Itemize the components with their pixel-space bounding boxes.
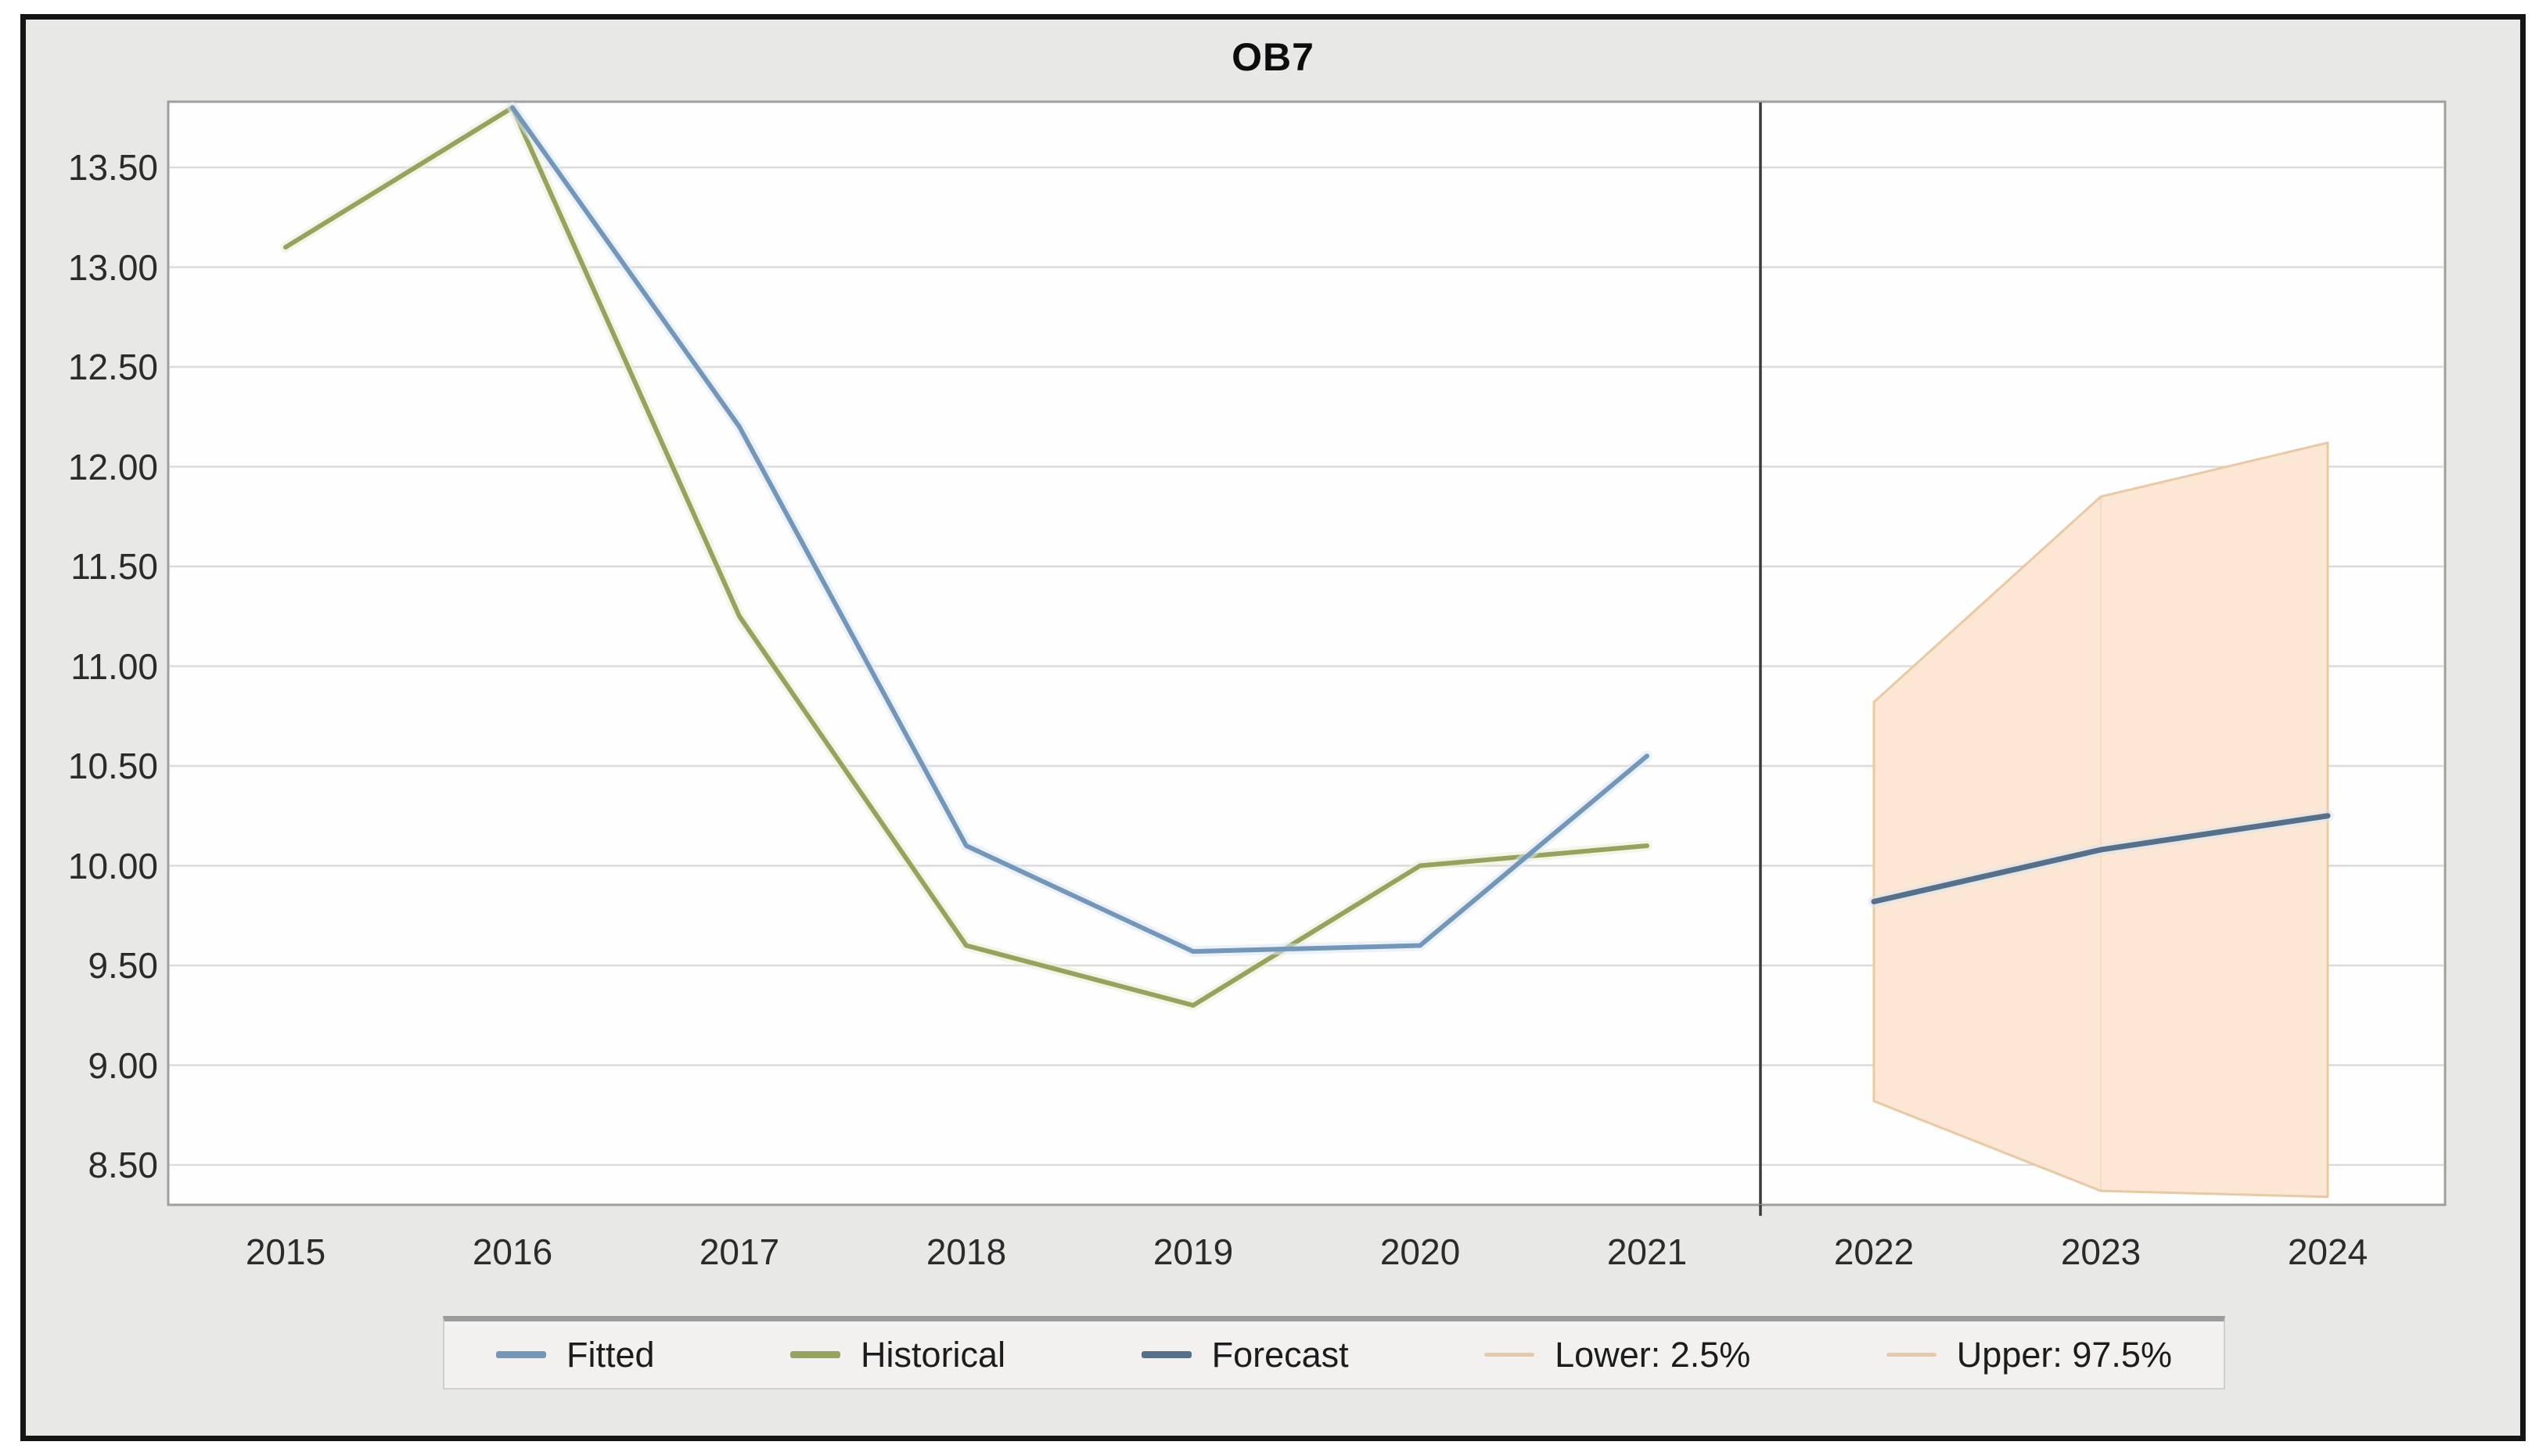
legend-label: Lower: 2.5%: [1555, 1334, 1751, 1375]
x-tick-label: 2015: [245, 1231, 326, 1272]
legend: Fitted Historical Forecast Lower: 2.5% Upper…: [443, 1316, 2225, 1389]
fitted-line: [510, 105, 1649, 954]
x-tick-label: 2020: [1379, 1231, 1461, 1272]
y-tick-label: 8.50: [88, 1145, 158, 1185]
legend-item: Upper: 97.5%: [1886, 1335, 2172, 1375]
legend-swatch-fitted: [496, 1351, 546, 1358]
forecast-confidence-band: [1872, 441, 2329, 1199]
y-tick-label: 9.00: [88, 1044, 158, 1086]
legend-item: Forecast: [1141, 1334, 1349, 1375]
y-tick-label: 12.50: [67, 347, 158, 387]
y-tick-label: 9.50: [88, 945, 158, 986]
x-tick-label: 2017: [699, 1231, 780, 1272]
x-tick-label: 2018: [926, 1231, 1007, 1272]
legend-swatch-forecast: [1141, 1351, 1192, 1358]
y-tick-label: 12.00: [67, 446, 158, 487]
x-tick-label: 2021: [1606, 1231, 1688, 1272]
y-tick-label: 10.00: [67, 845, 158, 886]
legend-label: Historical: [861, 1334, 1006, 1375]
legend-label: Upper: 97.5%: [1956, 1334, 2172, 1375]
legend-item: Historical: [790, 1335, 1005, 1375]
y-tick-label: 11.50: [70, 546, 158, 587]
y-tick-label: 10.50: [67, 746, 158, 786]
x-tick-label: 2022: [1833, 1231, 1915, 1272]
y-tick-label: 13.00: [67, 246, 158, 288]
x-tick-label: 2023: [2060, 1231, 2141, 1272]
legend-label: Forecast: [1211, 1334, 1349, 1375]
y-tick-label: 11.00: [70, 645, 158, 687]
chart-title: OB7: [1232, 35, 1314, 79]
legend-item: Lower: 2.5%: [1484, 1335, 1750, 1375]
legend-swatch-lower-2-5: [1484, 1353, 1535, 1357]
legend-swatch-historical: [790, 1351, 841, 1358]
legend-label: Fitted: [566, 1334, 655, 1375]
y-tick-label: 13.50: [67, 147, 158, 188]
legend-item: Fitted: [496, 1335, 655, 1375]
forecast-line: [1871, 813, 2331, 904]
x-tick-label: 2019: [1153, 1231, 1234, 1272]
legend-swatch-upper-97-5: [1886, 1353, 1936, 1357]
x-tick-label: 2024: [2287, 1231, 2368, 1272]
x-tick-label: 2016: [472, 1231, 553, 1272]
